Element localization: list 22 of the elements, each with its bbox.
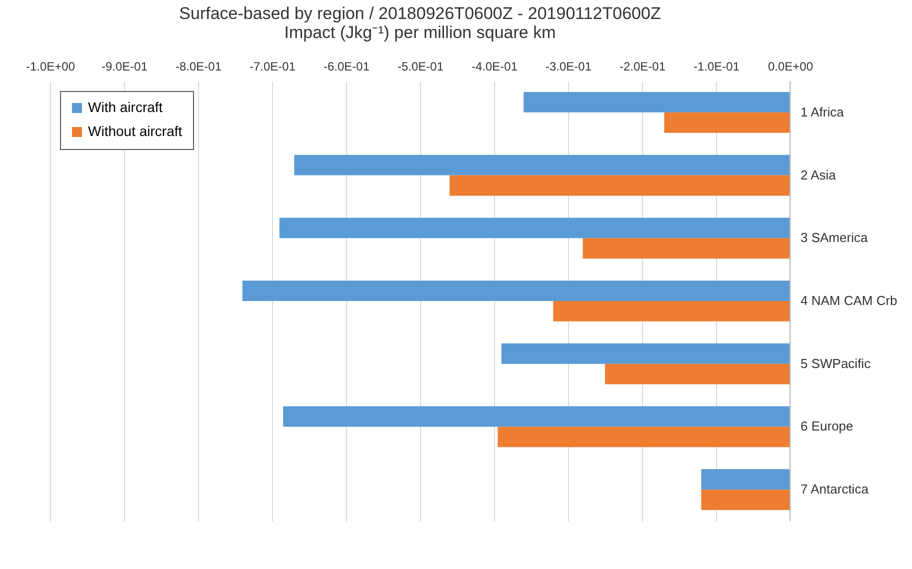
y-tick-label: 5 SWPacific <box>800 356 872 371</box>
y-tick-label: 1 Africa <box>800 104 845 120</box>
x-tick-label: -9.0E-01 <box>101 60 148 74</box>
x-tick-label: -2.0E-01 <box>619 60 666 74</box>
x-tick-label: 0.0E+00 <box>768 60 814 74</box>
legend-label: With aircraft <box>88 99 163 115</box>
chart-title: Surface-based by region / 20180926T0600Z - 20190112T0600Z <box>179 4 661 23</box>
x-tick-label: -3.0E-01 <box>545 60 592 74</box>
x-tick-label: -1.0E-01 <box>693 60 740 74</box>
x-tick-label: -7.0E-01 <box>249 60 296 74</box>
y-tick-label: 3 SAmerica <box>800 230 868 246</box>
x-tick-label: -8.0E-01 <box>175 60 222 74</box>
chart-subtitle: Impact (Jkg⁻¹) per million square km <box>284 23 556 42</box>
x-tick-label: -4.0E-01 <box>471 60 518 74</box>
y-tick-label: 7 Antarctica <box>800 482 870 497</box>
y-tick-label: 4 NAM CAM Crb <box>800 293 898 308</box>
x-tick-label: -1.0E+00 <box>26 60 76 74</box>
x-tick-label: -5.0E-01 <box>397 60 444 74</box>
y-tick-label: 2 Asia <box>800 167 837 182</box>
legend-label: Without aircraft <box>88 123 182 139</box>
y-tick-label: 6 Europe <box>800 418 854 434</box>
x-tick-label: -6.0E-01 <box>323 60 370 74</box>
